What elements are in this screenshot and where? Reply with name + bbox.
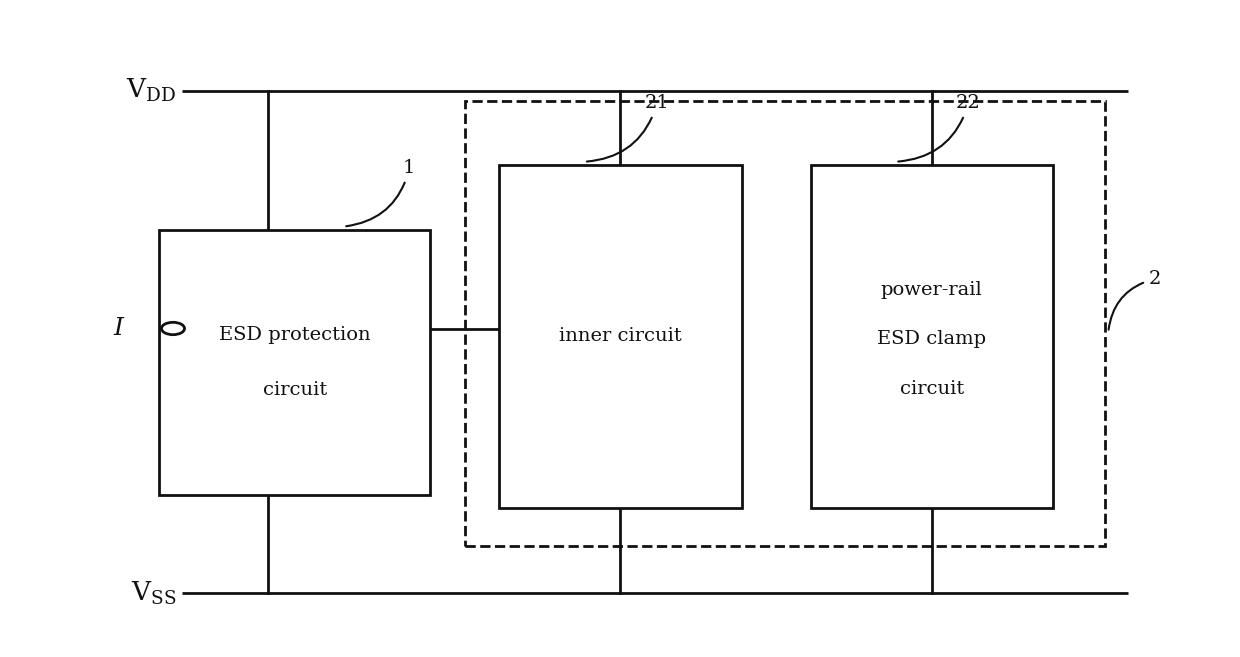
Text: 1: 1: [346, 159, 415, 226]
Text: ESD clamp: ESD clamp: [877, 330, 986, 348]
Bar: [811, 165, 1053, 508]
Text: circuit: circuit: [900, 380, 963, 397]
Text: 21: 21: [587, 95, 670, 162]
Text: $\mathregular{V}_{\mathregular{DD}}$: $\mathregular{V}_{\mathregular{DD}}$: [126, 77, 176, 104]
Text: 2: 2: [1109, 270, 1161, 330]
Text: inner circuit: inner circuit: [559, 327, 682, 345]
Bar: [159, 230, 430, 495]
Text: power-rail: power-rail: [880, 281, 982, 299]
Bar: [500, 165, 742, 508]
Text: $\mathregular{V}_{\mathregular{SS}}$: $\mathregular{V}_{\mathregular{SS}}$: [131, 579, 176, 606]
Bar: [465, 101, 1105, 546]
Text: I: I: [113, 317, 123, 340]
Text: 22: 22: [898, 95, 981, 162]
Text: ESD protection: ESD protection: [218, 326, 371, 344]
Text: circuit: circuit: [263, 381, 327, 399]
